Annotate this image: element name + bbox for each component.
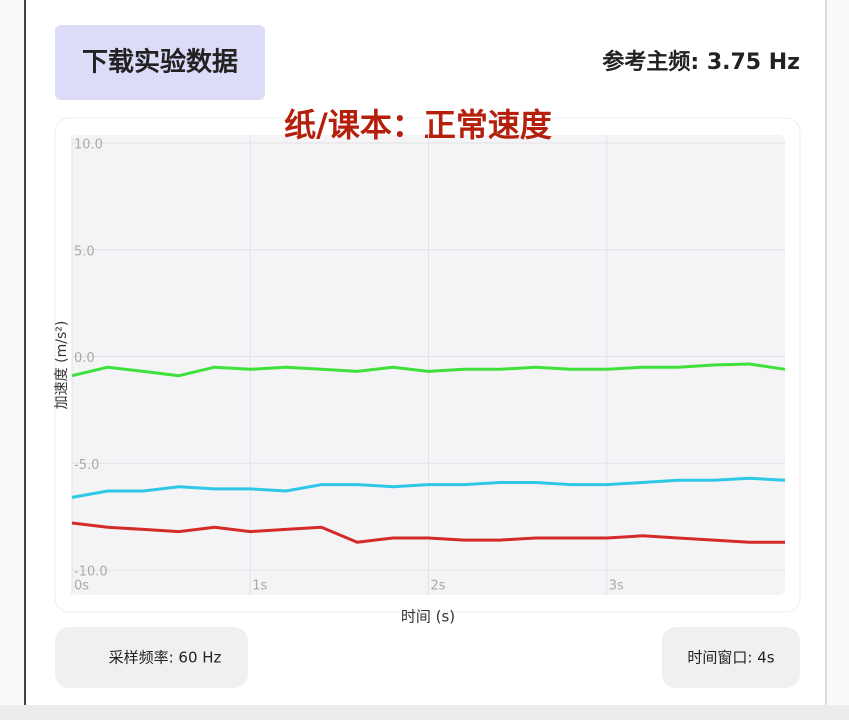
download-button[interactable] (55, 25, 265, 100)
x-tick-label: 0s (74, 579, 89, 594)
series-line (71, 521, 785, 544)
plot: 10.0 5.0 0.0 -5.0 -10.00s 1s 2s 3s (71, 135, 786, 595)
subtitle: 纸/课本：正常速度 (284, 106, 552, 144)
x-tick-label: 3s (609, 579, 624, 594)
series-line (71, 362, 786, 378)
frequency: 参考主频: 3.75 Hz (602, 49, 800, 75)
bottom-bar (0, 705, 849, 720)
y-tick-label: 10.0 (74, 138, 103, 153)
window-pill (662, 627, 800, 688)
x-axis-label: 时间 (s) (401, 608, 455, 626)
series-line (71, 476, 786, 499)
sample-rate-pill (55, 627, 248, 688)
y-tick-label: 0.0 (74, 351, 95, 366)
y-tick-label: 5.0 (74, 244, 95, 259)
window: 时间窗口: 4s (687, 649, 774, 667)
y-axis-label: 加速度 (m/s²) (54, 321, 70, 410)
y-tick-label: -10.0 (74, 565, 108, 580)
button-label[interactable]: 下载实验数据 (82, 47, 238, 78)
y-tick-label: -5.0 (74, 458, 99, 473)
x-tick-label: 1s (252, 579, 267, 594)
x-tick-label: 2s (431, 579, 446, 594)
sample-rate: 采样频率: 60 Hz (109, 649, 222, 667)
